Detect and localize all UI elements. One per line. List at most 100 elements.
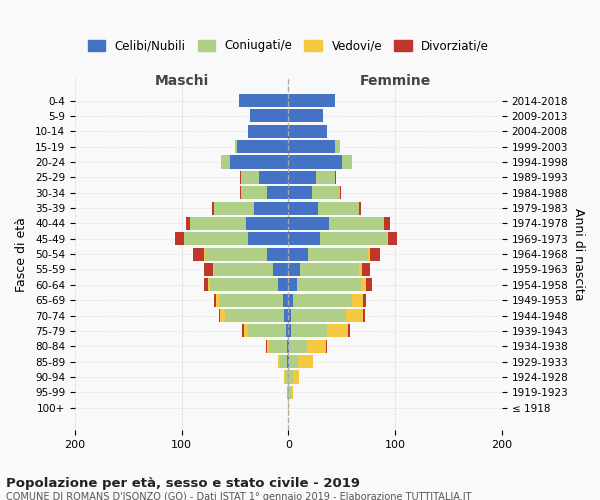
Bar bbox=[289, 186, 312, 199]
Bar bbox=[320, 232, 386, 245]
Bar bbox=[308, 248, 368, 260]
Bar bbox=[267, 248, 289, 260]
Bar bbox=[241, 171, 259, 184]
Bar bbox=[289, 110, 323, 122]
Bar bbox=[286, 324, 289, 338]
Bar bbox=[363, 294, 367, 306]
Bar bbox=[289, 386, 290, 399]
Bar bbox=[326, 340, 327, 353]
Bar bbox=[346, 309, 363, 322]
Bar bbox=[312, 186, 340, 199]
Text: Maschi: Maschi bbox=[155, 74, 209, 88]
Bar bbox=[287, 386, 289, 399]
Bar bbox=[248, 232, 289, 245]
Bar bbox=[318, 202, 359, 214]
Bar bbox=[289, 171, 316, 184]
Bar bbox=[290, 386, 293, 399]
Bar bbox=[285, 370, 289, 384]
Bar bbox=[340, 186, 341, 199]
Bar bbox=[274, 263, 289, 276]
Bar bbox=[300, 263, 359, 276]
Bar bbox=[298, 355, 313, 368]
Bar bbox=[362, 263, 370, 276]
Text: Femmine: Femmine bbox=[359, 74, 431, 88]
Bar bbox=[235, 140, 237, 153]
Bar bbox=[242, 324, 244, 338]
Bar bbox=[212, 202, 214, 214]
Bar bbox=[219, 294, 283, 306]
Text: COMUNE DI ROMANS D'ISONZO (GO) - Dati ISTAT 1° gennaio 2019 - Elaborazione TUTTI: COMUNE DI ROMANS D'ISONZO (GO) - Dati IS… bbox=[6, 492, 472, 500]
Bar bbox=[289, 232, 320, 245]
Bar bbox=[386, 232, 388, 245]
Bar bbox=[361, 278, 367, 291]
Bar bbox=[216, 294, 219, 306]
Bar bbox=[278, 278, 289, 291]
Bar bbox=[335, 171, 337, 184]
Bar bbox=[289, 294, 293, 306]
Bar bbox=[267, 340, 269, 353]
Bar bbox=[363, 309, 365, 322]
Bar bbox=[293, 370, 299, 384]
Bar bbox=[287, 355, 289, 368]
Bar bbox=[254, 202, 289, 214]
Bar bbox=[193, 248, 204, 260]
Bar bbox=[342, 156, 352, 168]
Bar bbox=[289, 309, 290, 322]
Y-axis label: Fasce di età: Fasce di età bbox=[15, 216, 28, 292]
Bar bbox=[205, 248, 267, 260]
Bar bbox=[388, 232, 397, 245]
Bar bbox=[239, 94, 289, 107]
Bar bbox=[244, 324, 248, 338]
Bar bbox=[289, 324, 290, 338]
Bar bbox=[370, 248, 380, 260]
Bar bbox=[269, 340, 287, 353]
Bar bbox=[278, 355, 280, 368]
Bar bbox=[186, 217, 190, 230]
Y-axis label: Anni di nascita: Anni di nascita bbox=[572, 208, 585, 300]
Bar bbox=[214, 294, 216, 306]
Bar bbox=[245, 217, 289, 230]
Bar bbox=[219, 309, 220, 322]
Bar bbox=[316, 171, 335, 184]
Bar bbox=[283, 294, 289, 306]
Bar bbox=[289, 124, 327, 138]
Bar bbox=[259, 171, 289, 184]
Bar bbox=[289, 94, 335, 107]
Bar bbox=[289, 140, 335, 153]
Bar bbox=[289, 278, 297, 291]
Bar bbox=[204, 278, 208, 291]
Bar bbox=[293, 294, 352, 306]
Bar bbox=[221, 156, 230, 168]
Bar bbox=[368, 248, 370, 260]
Bar bbox=[287, 340, 289, 353]
Bar bbox=[359, 263, 362, 276]
Bar bbox=[290, 324, 327, 338]
Bar bbox=[211, 278, 278, 291]
Bar bbox=[266, 340, 267, 353]
Bar bbox=[226, 309, 284, 322]
Bar bbox=[367, 278, 371, 291]
Bar bbox=[289, 202, 318, 214]
Bar bbox=[329, 217, 385, 230]
Bar bbox=[289, 217, 329, 230]
Bar bbox=[214, 263, 274, 276]
Bar bbox=[280, 355, 287, 368]
Bar bbox=[289, 248, 308, 260]
Bar bbox=[241, 186, 267, 199]
Bar bbox=[385, 217, 390, 230]
Bar bbox=[348, 324, 350, 338]
Bar bbox=[237, 140, 289, 153]
Bar bbox=[230, 156, 289, 168]
Bar bbox=[352, 294, 363, 306]
Bar bbox=[190, 217, 245, 230]
Bar bbox=[250, 110, 289, 122]
Bar bbox=[290, 309, 346, 322]
Bar bbox=[184, 232, 248, 245]
Bar bbox=[284, 309, 289, 322]
Text: Popolazione per età, sesso e stato civile - 2019: Popolazione per età, sesso e stato civil… bbox=[6, 478, 360, 490]
Bar bbox=[307, 340, 326, 353]
Bar bbox=[220, 309, 226, 322]
Bar bbox=[248, 324, 286, 338]
Bar bbox=[335, 140, 340, 153]
Bar bbox=[297, 278, 361, 291]
